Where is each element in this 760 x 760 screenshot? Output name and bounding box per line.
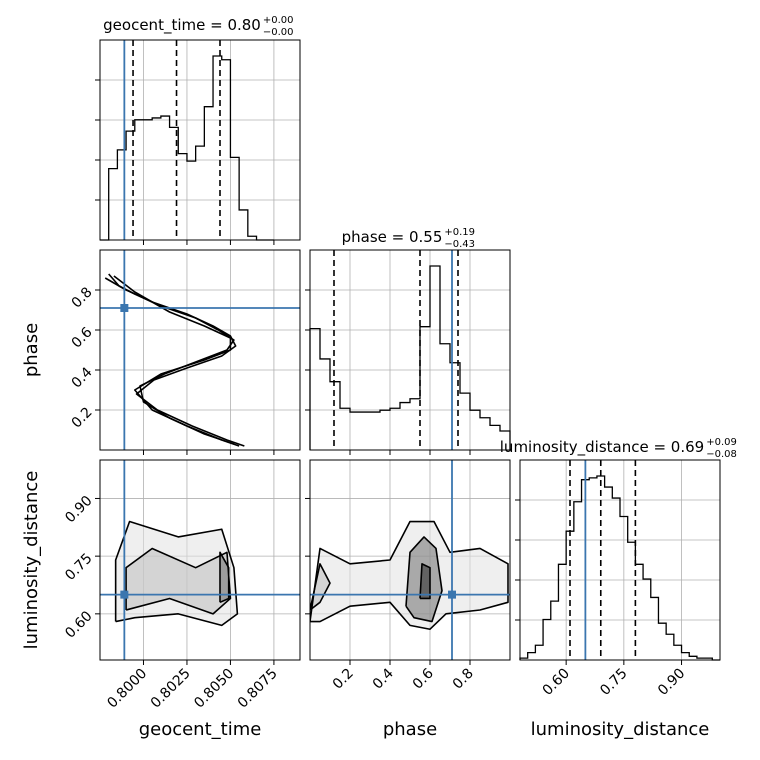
y-tick-label: 0.8 bbox=[69, 284, 96, 311]
contour-line bbox=[310, 563, 331, 611]
x-tick-label: 0.4 bbox=[370, 665, 397, 692]
x-tick-label: 0.75 bbox=[597, 666, 630, 699]
title-text: geocent_time = 0.80 bbox=[103, 16, 261, 35]
truth-marker bbox=[448, 590, 456, 599]
panel-contents bbox=[100, 250, 300, 450]
x-tick-label: 0.8 bbox=[450, 666, 477, 693]
hist-panel-phase bbox=[305, 249, 511, 451]
panel-contents bbox=[310, 460, 510, 660]
title-geocent_time: geocent_time = 0.80 +0.00−0.00 bbox=[103, 15, 293, 38]
panel-luminosity_distance-vs-phase bbox=[309, 459, 511, 661]
x-tick-label: 0.6 bbox=[410, 665, 437, 692]
density-fill bbox=[420, 563, 430, 599]
y-axis-label-phase: phase bbox=[21, 323, 42, 377]
contour-line bbox=[405, 536, 443, 623]
y-tick-label: 0.4 bbox=[69, 364, 96, 391]
y-axis-label-luminosity_distance: luminosity_distance bbox=[21, 471, 42, 650]
histogram-step-luminosity_distance bbox=[519, 475, 720, 661]
hist-panel-geocent_time bbox=[95, 39, 301, 241]
contour-line bbox=[419, 563, 431, 600]
x-tick-label: 0.8075 bbox=[235, 666, 281, 712]
x-tick-label: 0.60 bbox=[540, 666, 573, 699]
title-minus: −0.08 bbox=[706, 449, 737, 460]
x-tick-label: 0.2 bbox=[330, 666, 357, 693]
x-axis-label-luminosity_distance: luminosity_distance bbox=[531, 719, 710, 740]
title-plus: +0.00 bbox=[263, 15, 294, 26]
title-text: phase = 0.55 bbox=[342, 228, 443, 246]
titles: geocent_time = 0.80 +0.00−0.00 phase = 0.5… bbox=[103, 15, 737, 460]
contour-line bbox=[104, 277, 245, 447]
title-plus: +0.19 bbox=[444, 227, 475, 238]
truth-marker bbox=[120, 304, 129, 312]
panel-frame bbox=[99, 39, 301, 241]
density-fill bbox=[310, 563, 330, 610]
x-tick-label: 0.8050 bbox=[191, 666, 237, 712]
density-fill bbox=[126, 548, 231, 614]
histogram-step-geocent_time bbox=[100, 55, 274, 241]
y-tick-label: 0.60 bbox=[62, 608, 95, 641]
title-luminosity_distance: luminosity_distance = 0.69 +0.09−0.08 bbox=[500, 437, 737, 460]
x-axis-label-phase: phase bbox=[383, 719, 437, 740]
title-minus: −0.43 bbox=[444, 239, 475, 250]
title-phase: phase = 0.55 +0.19−0.43 bbox=[342, 227, 475, 250]
panel-luminosity_distance-vs-geocent_time bbox=[99, 459, 301, 661]
x-tick-label: 0.90 bbox=[655, 666, 688, 699]
y-tick-label: 0.6 bbox=[69, 324, 96, 351]
contour-line bbox=[310, 520, 509, 631]
hist-panel-luminosity_distance bbox=[515, 459, 721, 661]
y-tick-label: 0.2 bbox=[69, 404, 96, 431]
truth-marker bbox=[120, 590, 129, 599]
title-minus: −0.00 bbox=[263, 27, 294, 38]
panel-frame bbox=[99, 459, 301, 661]
y-tick-label: 0.90 bbox=[62, 493, 95, 526]
contour-line bbox=[125, 547, 232, 615]
panel-frame bbox=[309, 249, 511, 451]
x-tick-label: 0.8025 bbox=[148, 666, 194, 712]
title-text: luminosity_distance = 0.69 bbox=[500, 438, 704, 457]
x-axis-label-geocent_time: geocent_time bbox=[139, 719, 262, 740]
axis-labels: geocent_time phase luminosity_distancephas… bbox=[21, 323, 709, 740]
histogram-step-phase bbox=[309, 265, 511, 450]
y-tick-label: 0.75 bbox=[62, 550, 95, 583]
panel-phase-vs-geocent_time bbox=[99, 249, 301, 451]
title-plus: +0.09 bbox=[706, 437, 737, 448]
contour-line bbox=[219, 551, 230, 604]
x-tick-label: 0.8000 bbox=[104, 666, 150, 712]
panel-contents bbox=[100, 460, 300, 660]
panel-frame bbox=[99, 249, 301, 451]
panel-frame bbox=[519, 459, 721, 661]
panel-frame bbox=[309, 459, 511, 661]
